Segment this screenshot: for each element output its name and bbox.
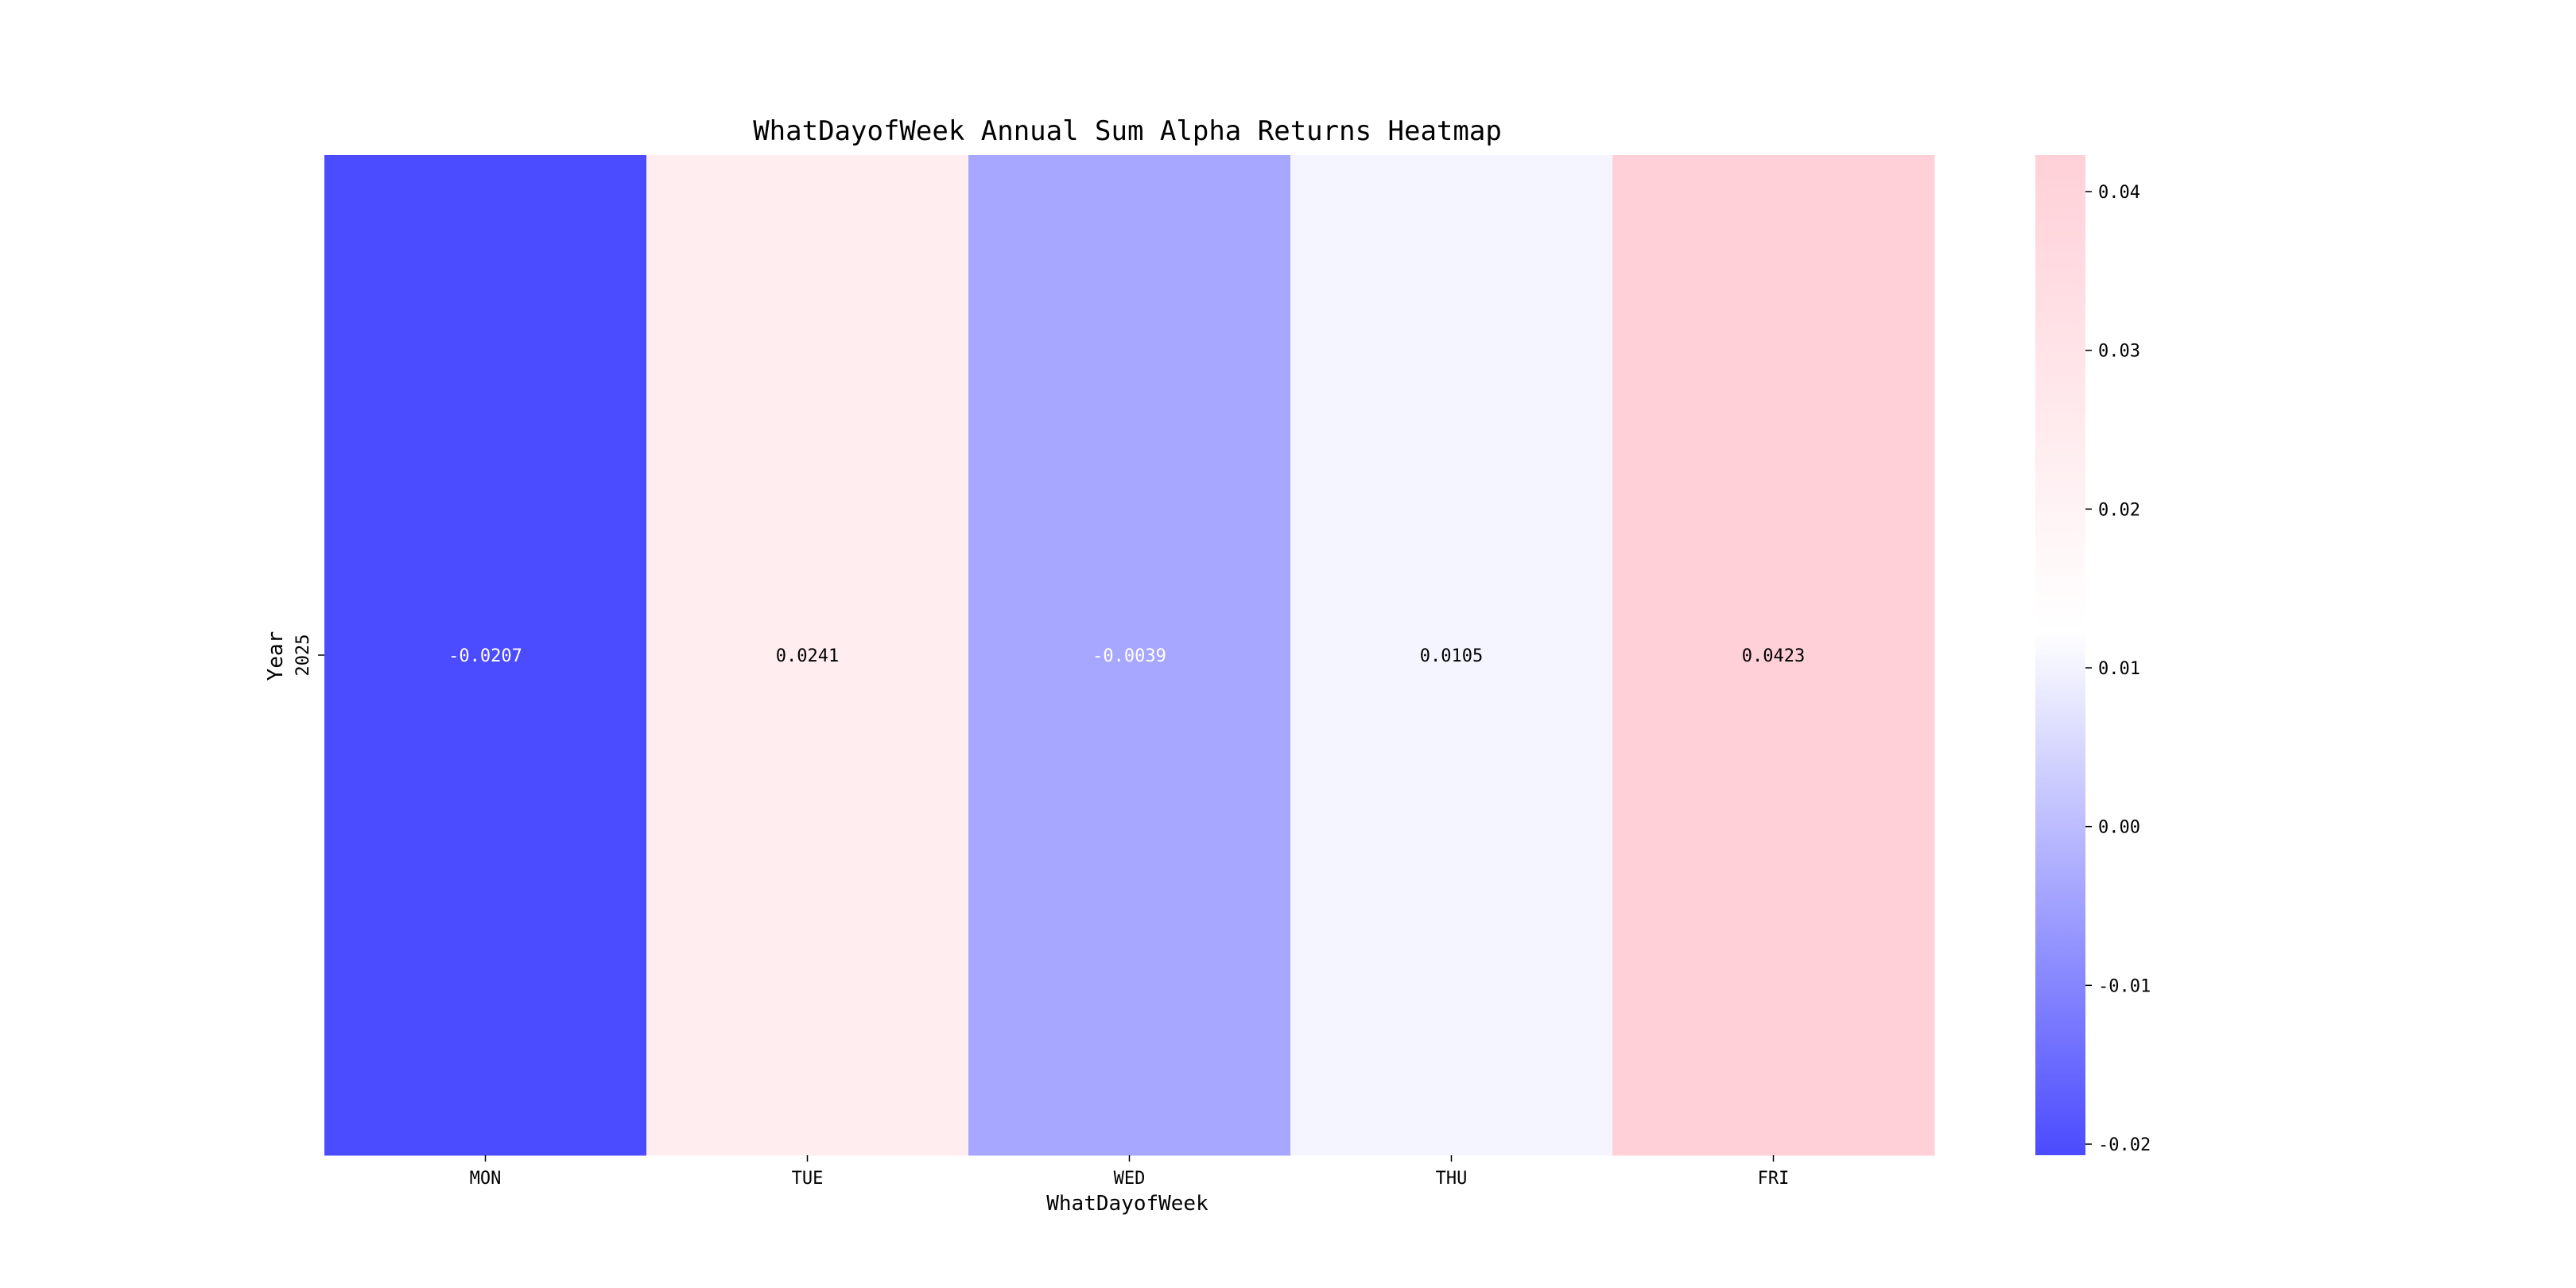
chart-title: WhatDayofWeek Annual Sum Alpha Returns H…	[753, 115, 1502, 147]
heatmap-cell-thu	[1290, 155, 1613, 1156]
x-axis-ticks: MON TUE WED THU FRI	[470, 1155, 1790, 1189]
cell-value-label: 0.0423	[1742, 646, 1805, 666]
x-tick-label: FRI	[1758, 1169, 1790, 1189]
heatmap-cell-wed	[968, 155, 1291, 1156]
cell-value-label: 0.0241	[776, 646, 839, 666]
colorbar-tick-label: -0.02	[2098, 1135, 2151, 1155]
colorbar-tick-label: 0.02	[2098, 500, 2140, 520]
colorbar-tick-label: 0.00	[2098, 818, 2140, 838]
cell-value-label: 0.0105	[1420, 646, 1483, 666]
x-tick-label: THU	[1436, 1169, 1468, 1189]
colorbar-ticks: -0.02 -0.01 0.00 0.01 0.02 0.03 0.04	[2085, 183, 2151, 1155]
x-tick-label: TUE	[792, 1169, 824, 1189]
y-axis-ticks: 2025	[293, 634, 324, 677]
colorbar-tick-label: 0.04	[2098, 183, 2140, 203]
colorbar-tick-label: 0.03	[2098, 342, 2140, 362]
heatmap-cell-fri	[1612, 155, 1935, 1156]
heatmap-cell-tue	[646, 155, 969, 1156]
cell-value-label: -0.0207	[448, 646, 522, 666]
x-axis-label: WhatDayofWeek	[1046, 1192, 1208, 1216]
y-tick-label: 2025	[293, 634, 313, 677]
heatmap-cells	[324, 155, 1935, 1156]
heatmap-cell-mon	[324, 155, 647, 1156]
heatmap-cell-labels: -0.0207 0.0241 -0.0039 0.0105 0.0423	[448, 646, 1805, 666]
y-axis-label: Year	[264, 631, 288, 681]
colorbar-tick-label: -0.01	[2098, 976, 2151, 996]
x-tick-label: MON	[470, 1169, 502, 1189]
x-tick-label: WED	[1114, 1169, 1146, 1189]
colorbar-tick-label: 0.01	[2098, 659, 2140, 679]
cell-value-label: -0.0039	[1092, 646, 1166, 666]
colorbar	[2035, 155, 2085, 1155]
